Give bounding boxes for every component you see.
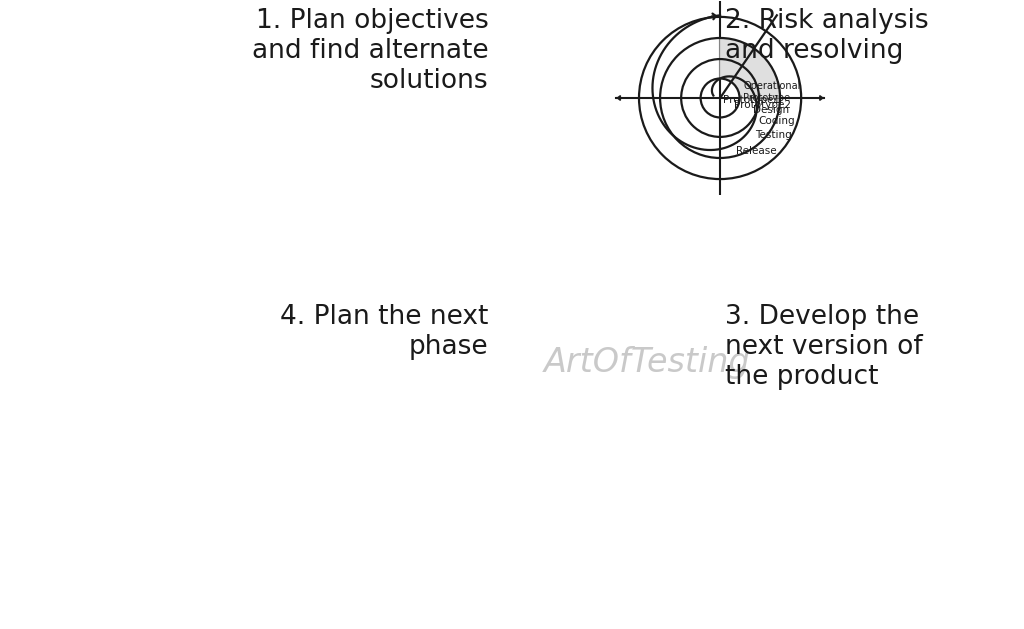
Text: Coding: Coding xyxy=(759,116,795,126)
Text: 4. Plan the next
phase: 4. Plan the next phase xyxy=(281,304,488,360)
Text: 1. Plan objectives
and find alternate
solutions: 1. Plan objectives and find alternate so… xyxy=(252,8,488,94)
Text: Prototype2: Prototype2 xyxy=(734,100,791,110)
Polygon shape xyxy=(720,38,780,98)
Text: Design: Design xyxy=(753,105,788,115)
Text: 3. Develop the
next version of
the product: 3. Develop the next version of the produ… xyxy=(725,304,923,390)
Text: ArtOfTesting: ArtOfTesting xyxy=(544,346,751,379)
Text: 2. Risk analysis
and resolving: 2. Risk analysis and resolving xyxy=(725,8,928,65)
Text: Operational
Prototype: Operational Prototype xyxy=(743,81,801,103)
Text: Prototype1: Prototype1 xyxy=(723,94,779,104)
Text: Testing: Testing xyxy=(755,130,792,140)
Text: Release: Release xyxy=(735,147,776,157)
